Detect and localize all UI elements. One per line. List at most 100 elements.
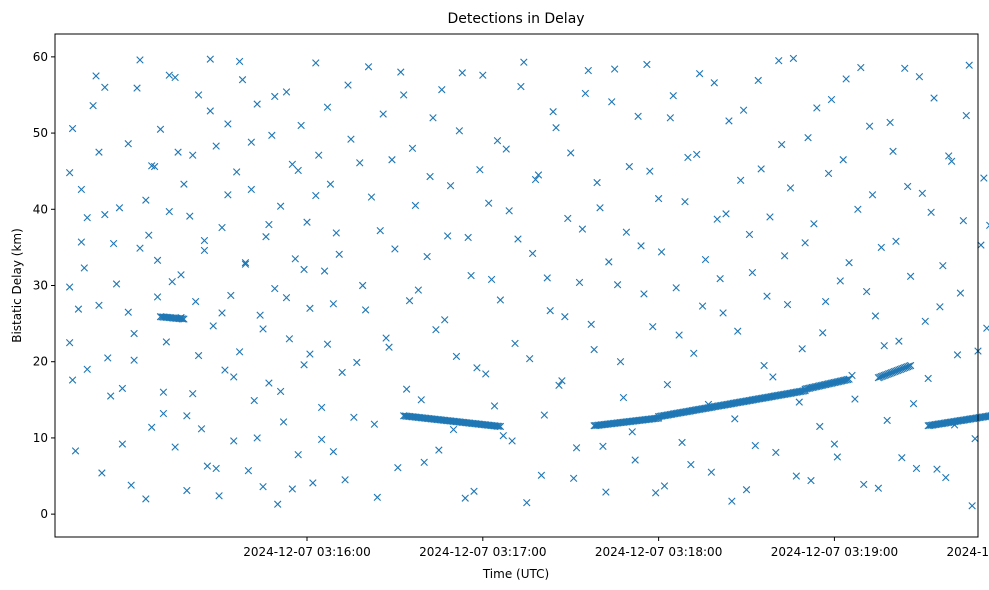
noise-detection-marker [127, 481, 135, 489]
noise-detection-marker [382, 334, 390, 342]
noise-detection-marker [751, 441, 759, 450]
noise-detection-marker [411, 201, 420, 210]
noise-detection-marker [534, 171, 543, 179]
noise-detection-marker [253, 434, 261, 442]
noise-detection-marker [356, 159, 364, 167]
noise-detection-marker [464, 233, 472, 242]
noise-detection-marker [95, 301, 103, 310]
noise-detection-marker [106, 392, 115, 400]
noise-detection-marker [493, 137, 502, 145]
noise-detection-marker [77, 185, 86, 194]
noise-detection-marker [962, 111, 970, 120]
noise-detection-marker [300, 265, 308, 274]
noise-detection-marker [865, 122, 874, 130]
noise-detection-marker [772, 448, 780, 457]
noise-detection-marker [912, 464, 921, 473]
noise-detection-marker [572, 444, 581, 452]
noise-detection-marker [417, 396, 425, 404]
noise-detection-marker [769, 373, 777, 381]
noise-detection-marker [968, 502, 976, 510]
noise-detection-marker [813, 104, 821, 112]
noise-detection-marker [171, 443, 179, 451]
noise-detection-marker [133, 84, 141, 92]
track-detection-marker [801, 385, 809, 393]
noise-detection-marker [734, 327, 742, 335]
noise-detection-marker [174, 148, 182, 156]
noise-detection-marker [118, 440, 127, 448]
noise-detection-marker [775, 56, 783, 65]
noise-detection-marker [241, 260, 250, 268]
noise-detection-marker [98, 469, 106, 477]
noise-detection-marker [402, 385, 411, 393]
y-axis-label: Bistatic Delay (km) [10, 228, 24, 343]
noise-detection-marker [889, 147, 897, 156]
track-detection-marker [832, 378, 840, 386]
noise-detection-marker [335, 250, 343, 258]
noise-detection-marker [830, 440, 839, 448]
track-detection-marker [826, 379, 834, 388]
noise-detection-marker [101, 210, 109, 219]
noise-detection-marker [739, 106, 748, 114]
noise-detection-marker [385, 343, 393, 351]
noise-detection-marker [449, 425, 458, 434]
noise-detection-marker [693, 150, 701, 159]
noise-detection-marker [306, 304, 314, 313]
noise-detection-marker [391, 245, 399, 253]
noise-detection-marker [789, 54, 798, 63]
noise-detection-marker [939, 261, 947, 270]
noise-detection-marker [65, 169, 74, 177]
noise-detection-marker [725, 117, 733, 125]
noise-detection-marker [461, 494, 469, 502]
noise-detection-marker [145, 231, 153, 239]
noise-detection-marker [124, 308, 132, 316]
noise-detection-marker [317, 403, 326, 412]
noise-detection-marker [156, 125, 165, 133]
noise-detection-marker [748, 268, 757, 277]
noise-detection-marker [783, 300, 792, 309]
noise-detection-marker [159, 388, 168, 396]
noise-detection-marker [886, 118, 894, 127]
noise-detection-marker [517, 82, 525, 91]
noise-detection-marker [153, 293, 162, 301]
track-detection-marker [177, 315, 185, 323]
track-detection-marker [824, 380, 833, 388]
noise-detection-marker [271, 284, 279, 293]
noise-detection-marker [438, 85, 446, 94]
y-tick-label: 50 [33, 126, 48, 140]
noise-detection-marker [610, 65, 619, 73]
noise-detection-marker [766, 213, 774, 221]
noise-detection-marker [291, 255, 299, 263]
noise-detection-marker [599, 442, 607, 450]
noise-detection-marker [65, 338, 74, 347]
noise-detection-marker [757, 165, 765, 173]
noise-detection-marker [165, 71, 173, 79]
noise-detection-marker [569, 474, 578, 483]
noise-detection-marker [508, 437, 516, 445]
noise-detection-marker [842, 75, 850, 83]
noise-detection-marker [877, 243, 885, 252]
noise-detection-marker [95, 148, 103, 156]
track-detection-marker [814, 382, 822, 390]
noise-detection-marker [933, 465, 941, 473]
noise-detection-marker [687, 460, 695, 469]
noise-detection-marker [836, 277, 844, 285]
noise-detection-marker [956, 289, 965, 297]
noise-detection-marker [499, 431, 508, 440]
data-points [65, 54, 989, 510]
y-tick-label: 30 [33, 279, 48, 293]
track-detection-marker [823, 380, 831, 388]
noise-detection-marker [397, 68, 405, 76]
track-detection-marker [833, 378, 842, 386]
noise-detection-marker [942, 473, 950, 482]
noise-detection-marker [701, 255, 710, 264]
noise-detection-marker [707, 468, 716, 476]
noise-detection-marker [136, 56, 144, 64]
noise-detection-marker [452, 352, 461, 361]
noise-detection-marker [414, 286, 423, 294]
noise-detection-marker [819, 329, 827, 337]
noise-detection-marker [455, 127, 464, 135]
noise-detection-marker [191, 297, 200, 306]
noise-detection-marker [65, 283, 74, 291]
noise-detection-marker [710, 79, 718, 87]
noise-detection-marker [165, 207, 173, 216]
